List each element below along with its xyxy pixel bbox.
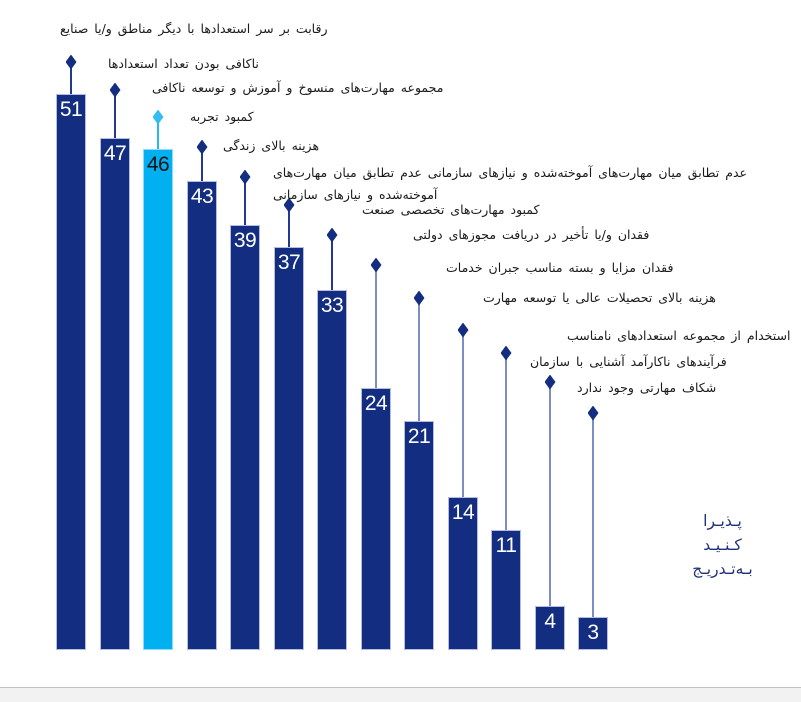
bar-category-label: استخدام از مجموعه استعدادهای نامناسب bbox=[567, 328, 791, 343]
leader-line bbox=[201, 147, 203, 182]
diamond-marker bbox=[413, 290, 425, 306]
bar-category-label: عدم تطابق میان مهارت‌های آموخته‌شده و نی… bbox=[273, 165, 747, 202]
bar-category-label: فقدان و/یا تأخیر در دریافت مجوزهای دولتی bbox=[413, 227, 650, 242]
chart-annotation: پـذیـرا کـنـیـد بـه‌تـدریـج bbox=[640, 509, 801, 581]
annotation-line: پـذیـرا bbox=[703, 512, 742, 530]
bar bbox=[535, 606, 565, 650]
bar-value-label: 37 bbox=[277, 250, 301, 274]
bar-value-label: 39 bbox=[233, 228, 257, 252]
leader-line bbox=[288, 205, 290, 247]
bar-category-label: کمبود تجربه bbox=[190, 109, 254, 124]
bar bbox=[230, 224, 260, 650]
leader-line bbox=[418, 298, 420, 422]
bar-value-label: 33 bbox=[320, 294, 344, 318]
bar bbox=[187, 181, 217, 650]
bar-category-label: کمبود مهارت‌های تخصصی صنعت bbox=[362, 202, 540, 217]
bar-category-label: رقابت بر سر استعدادها با دیگر مناطق و/یا… bbox=[60, 21, 328, 36]
bar bbox=[491, 530, 521, 650]
leader-line bbox=[462, 330, 464, 498]
bar bbox=[578, 617, 608, 650]
diamond-marker bbox=[326, 227, 338, 243]
bar bbox=[274, 246, 304, 650]
leader-line bbox=[549, 382, 551, 607]
diamond-marker bbox=[152, 109, 164, 125]
leader-line bbox=[244, 177, 246, 225]
bar-category-label: هزینه بالای تحصیلات عالی یا توسعه مهارت bbox=[483, 290, 716, 305]
diamond-marker bbox=[196, 139, 208, 155]
bar bbox=[317, 290, 347, 650]
bar bbox=[361, 388, 391, 650]
leader-line bbox=[114, 90, 116, 138]
diamond-marker bbox=[239, 169, 251, 185]
bar-value-label: 46 bbox=[146, 152, 170, 176]
bar bbox=[143, 148, 173, 650]
diamond-marker bbox=[500, 345, 512, 361]
bar bbox=[100, 137, 130, 650]
bar bbox=[404, 421, 434, 650]
bar-value-label: 24 bbox=[364, 392, 388, 416]
bar bbox=[56, 94, 86, 650]
bar-value-label: 21 bbox=[407, 425, 431, 449]
leader-line bbox=[375, 265, 377, 389]
annotation-line: کـنـیـد bbox=[703, 536, 742, 554]
annotation-line: بـه‌تـدریـج bbox=[692, 560, 753, 578]
bar-value-label: 11 bbox=[495, 534, 517, 558]
leader-line bbox=[70, 62, 72, 95]
diamond-marker bbox=[109, 82, 121, 98]
bar-category-label: شکاف مهارتی وجود ندارد bbox=[577, 380, 717, 395]
bar-value-label: 4 bbox=[544, 610, 556, 634]
bar bbox=[448, 497, 478, 650]
leader-line bbox=[592, 413, 594, 618]
bar-category-label: هزینه بالای زندگی bbox=[223, 138, 320, 153]
diamond-marker bbox=[587, 405, 599, 421]
bar-value-label: 14 bbox=[451, 501, 475, 525]
diamond-marker bbox=[370, 257, 382, 273]
bar-value-label: 43 bbox=[190, 185, 214, 209]
leader-line bbox=[331, 235, 333, 291]
bar-category-label: فرآیندهای ناکارآمد آشنایی با سازمان bbox=[530, 354, 727, 369]
diamond-marker bbox=[457, 322, 469, 338]
diamond-marker bbox=[544, 374, 556, 390]
diamond-marker bbox=[65, 54, 77, 70]
bar-category-label: فقدان مزایا و بسته مناسب جبران خدمات bbox=[446, 260, 674, 275]
bar-value-label: 51 bbox=[59, 98, 83, 122]
window-status-bar bbox=[0, 687, 801, 702]
bar-category-label: ناکافی بودن تعداد استعدادها bbox=[108, 56, 259, 71]
diamond-marker bbox=[283, 197, 295, 213]
bar-category-label: مجموعه مهارت‌های منسوخ و آموزش و توسعه ن… bbox=[152, 80, 444, 95]
leader-line bbox=[505, 353, 507, 531]
leader-line bbox=[157, 117, 159, 149]
bar-value-label: 47 bbox=[103, 141, 127, 165]
bar-value-label: 3 bbox=[587, 621, 599, 645]
